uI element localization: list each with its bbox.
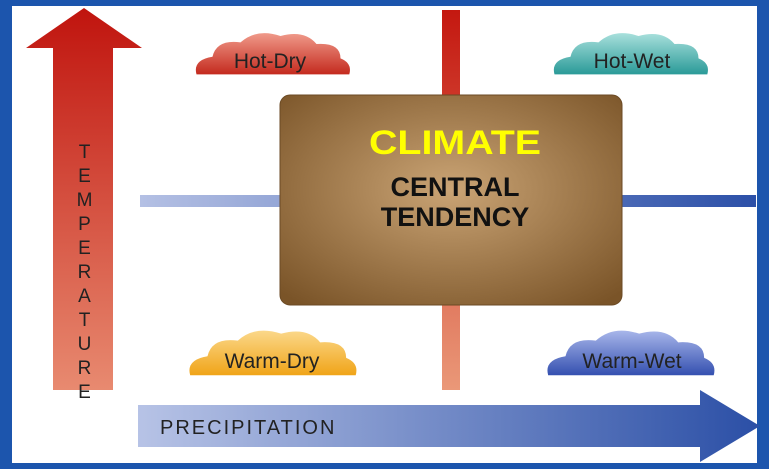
center-line: CENTRAL <box>391 172 520 202</box>
quadrant-label: Hot-Wet <box>594 50 671 73</box>
precipitation-arrow <box>138 390 760 462</box>
quadrant-label: Warm-Dry <box>225 350 320 373</box>
horizontal-axis-label: PRECIPITATION <box>160 417 336 439</box>
center-title: CLIMATE <box>369 124 541 162</box>
quadrant-label: Hot-Dry <box>234 50 307 73</box>
temperature-arrow <box>26 8 142 390</box>
quadrant-label: Warm-Wet <box>582 350 681 373</box>
vertical-axis-label: TEMPERATURE <box>74 142 95 406</box>
center-box <box>279 94 623 306</box>
center-line: TENDENCY <box>381 202 530 232</box>
